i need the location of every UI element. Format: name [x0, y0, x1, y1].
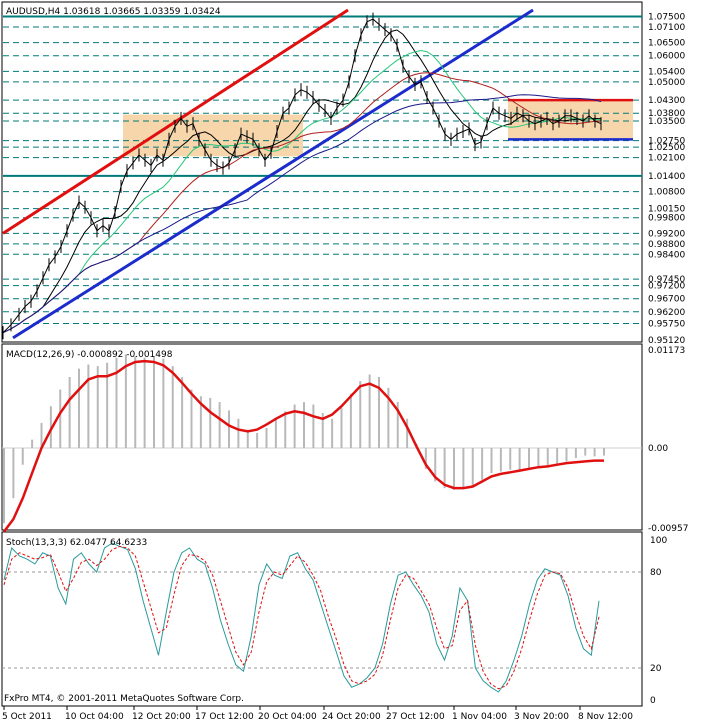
- stoch-axis-label: 100: [650, 536, 667, 546]
- price-axis-label: 0.95120: [648, 336, 685, 346]
- price-axis-label: 1.03500: [648, 117, 685, 127]
- price-axis-label: 0.97200: [648, 282, 685, 292]
- price-axis-label: 1.01400: [648, 172, 685, 182]
- price-axis-label: 0.96700: [648, 295, 685, 305]
- stoch-signal-line: [3, 545, 600, 690]
- price-axis-label: 1.02500: [648, 143, 685, 153]
- x-axis-label: 3 Nov 20:00: [514, 712, 569, 722]
- price-axis-label: 1.05000: [648, 78, 685, 88]
- price-axis-label: 0.96200: [648, 308, 685, 318]
- blue-trendline: [12, 8, 534, 340]
- stoch-axis-label: 80: [650, 568, 662, 578]
- price-axis-label: 0.95750: [648, 320, 685, 330]
- stoch-axis-label: 0: [650, 696, 656, 706]
- macd-signal-line: [3, 359, 604, 533]
- x-axis-label: 27 Oct 12:00: [386, 712, 445, 722]
- price-axis-label: 1.03800: [648, 109, 685, 119]
- macd-title: MACD(12,26,9) -0.000892 -0.001498: [6, 350, 173, 360]
- stoch-axis-label: 20: [650, 664, 662, 674]
- x-axis-label: 8 Nov 12:00: [578, 712, 633, 722]
- stoch-title: Stoch(13,3,3) 62.0477 64.6233: [6, 538, 147, 548]
- price-axis-label: 0.98400: [648, 250, 685, 260]
- footer-copyright: FxPro MT4, © 2001-2011 MetaQuotes Softwa…: [4, 694, 244, 704]
- macd-layer: 0.01173 0.00 -0.00957: [2, 346, 688, 534]
- stoch-main-line: [3, 542, 600, 693]
- price-title: AUDUSD,H4 1.03618 1.03665 1.03359 1.0342…: [6, 7, 221, 17]
- macd-axis-label: 0.01173: [648, 346, 685, 356]
- ma-medium-line: [2, 49, 602, 334]
- price-axis-label: 0.97450: [648, 275, 685, 285]
- price-axis-label: 0.99800: [648, 214, 685, 224]
- ma-long-line: [2, 94, 602, 334]
- x-axis-label: 17 Oct 12:00: [195, 712, 254, 722]
- stoch-layer: 100 80 20 0: [2, 536, 667, 706]
- price-axis-label: 1.00800: [648, 188, 685, 198]
- macd-axis-label: 0.00: [648, 444, 668, 454]
- macd-axis-label: -0.00957: [648, 524, 688, 534]
- price-axis-label: 0.99200: [648, 229, 685, 239]
- x-axis-label: 1 Nov 04:00: [452, 712, 507, 722]
- price-axis-label: 1.06000: [648, 52, 685, 62]
- price-axis-label: 1.02100: [648, 154, 685, 164]
- x-axis-label: 24 Oct 20:00: [322, 712, 381, 722]
- price-axis-label: 1.07100: [648, 23, 685, 33]
- x-axis-label: 12 Oct 20:00: [132, 712, 191, 722]
- price-axis-label: 1.04300: [648, 96, 685, 106]
- x-axis-label: 5 Oct 2011: [2, 712, 52, 722]
- price-axis-label: 1.06500: [648, 39, 685, 49]
- price-axis-label: 1.00150: [648, 205, 685, 215]
- price-axis-label: 1.07500: [648, 13, 685, 23]
- price-axis-label: 0.98800: [648, 240, 685, 250]
- price-axis-label: 1.05400: [648, 67, 685, 77]
- x-axis-label: 20 Oct 04:00: [258, 712, 317, 722]
- stoch-panel: [1, 531, 643, 707]
- x-axis-labels: 5 Oct 2011 10 Oct 04:00 12 Oct 20:00 17 Oct…: [2, 706, 633, 722]
- price-axis-label: 1.02750: [648, 137, 685, 147]
- price-line: [2, 18, 602, 334]
- x-axis-label: 10 Oct 04:00: [65, 712, 124, 722]
